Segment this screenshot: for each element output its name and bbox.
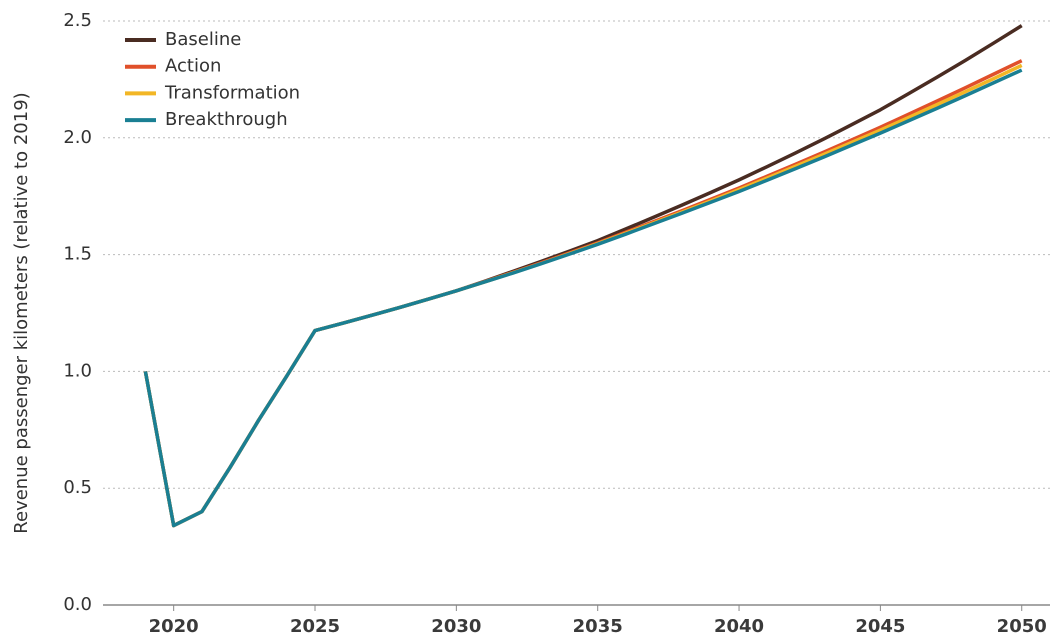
legend-label: Breakthrough: [165, 109, 288, 130]
y-tick-label: 2.0: [63, 127, 92, 148]
y-tick-label: 0.0: [63, 594, 92, 615]
x-tick-label: 2045: [855, 616, 905, 637]
x-tick-label: 2030: [431, 616, 481, 637]
y-tick-label: 2.5: [63, 10, 92, 31]
y-tick-label: 0.5: [63, 477, 92, 498]
x-tick-label: 2035: [573, 616, 623, 637]
legend-label: Baseline: [165, 29, 241, 50]
legend-label: Transformation: [164, 82, 300, 103]
x-tick-label: 2020: [149, 616, 199, 637]
legend-label: Action: [165, 56, 221, 77]
x-tick-label: 2025: [290, 616, 340, 637]
series-line: [143, 63, 1023, 528]
x-tick-label: 2050: [997, 616, 1047, 637]
series-line: [143, 68, 1023, 528]
y-tick-label: 1.0: [63, 360, 92, 381]
x-tick-label: 2040: [714, 616, 764, 637]
y-tick-label: 1.5: [63, 244, 92, 265]
y-axis-label: Revenue passenger kilometers (relative t…: [11, 92, 32, 533]
